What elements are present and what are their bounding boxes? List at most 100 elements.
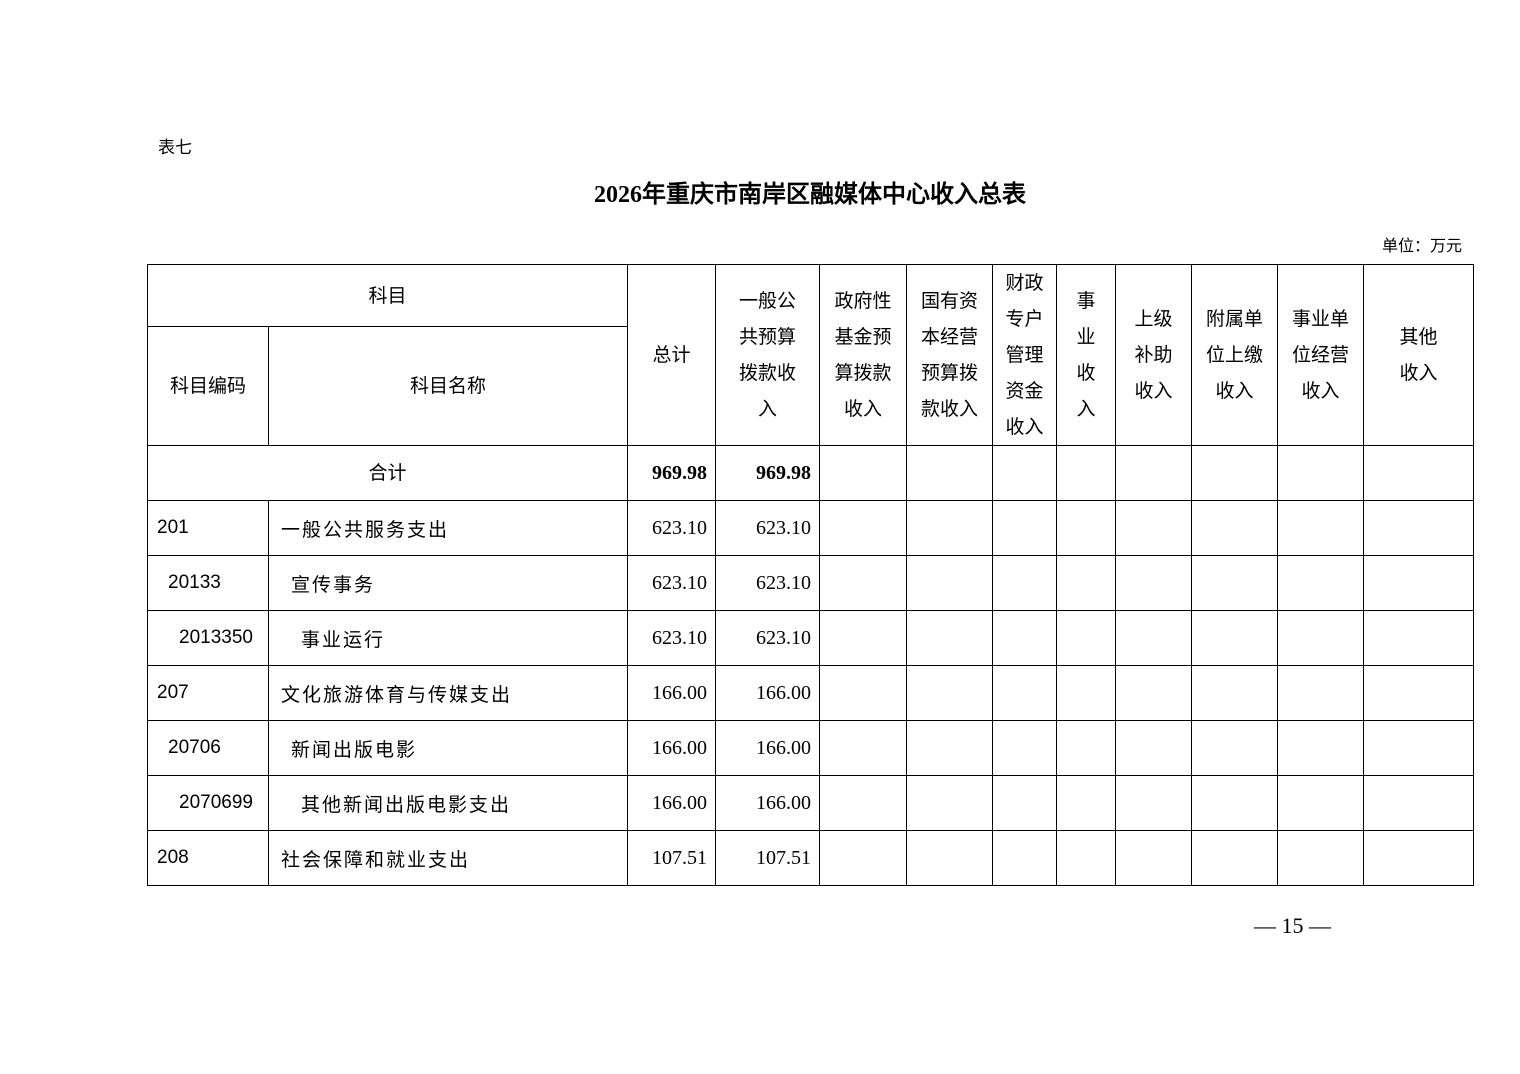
empty-cell bbox=[1363, 555, 1474, 611]
table-row: 208 社会保障和就业支出 107.51 107.51 bbox=[147, 830, 1474, 886]
empty-cell bbox=[906, 610, 993, 666]
empty-cell bbox=[819, 500, 907, 556]
empty-cell bbox=[819, 720, 907, 776]
empty-cell bbox=[906, 555, 993, 611]
header-col: 一般公 共预算 拨款收 入 bbox=[715, 264, 820, 446]
total-cell: 623.10 bbox=[627, 610, 716, 666]
empty-cell bbox=[819, 665, 907, 721]
general-budget-cell: 166.00 bbox=[715, 665, 820, 721]
general-budget-cell: 166.00 bbox=[715, 720, 820, 776]
header-name: 科目名称 bbox=[268, 326, 628, 446]
empty-cell bbox=[1191, 830, 1278, 886]
subject-name: 新闻出版电影 bbox=[268, 720, 628, 776]
empty-cell bbox=[1115, 555, 1192, 611]
page-number: — 15 — bbox=[1254, 913, 1331, 938]
general-budget-cell: 107.51 bbox=[715, 830, 820, 886]
total-label: 合计 bbox=[147, 445, 628, 501]
total-cell: 166.00 bbox=[627, 775, 716, 831]
empty-cell bbox=[1191, 720, 1278, 776]
general-budget-cell: 166.00 bbox=[715, 775, 820, 831]
empty-cell bbox=[819, 775, 907, 831]
subject-code: 201 bbox=[147, 500, 269, 556]
empty-cell bbox=[1277, 775, 1364, 831]
header-col: 政府性 基金预 算拨款 收入 bbox=[819, 264, 907, 446]
empty-cell bbox=[1056, 720, 1116, 776]
empty-cell bbox=[1191, 500, 1278, 556]
subject-name: 宣传事务 bbox=[268, 555, 628, 611]
empty-cell bbox=[992, 555, 1057, 611]
empty-cell bbox=[819, 610, 907, 666]
empty-cell bbox=[992, 830, 1057, 886]
total-cell: 166.00 bbox=[627, 720, 716, 776]
empty-cell bbox=[906, 775, 993, 831]
table-row: 20706 新闻出版电影 166.00 166.00 bbox=[147, 720, 1474, 776]
subject-code: 2070699 bbox=[147, 775, 269, 831]
total-general-value: 969.98 bbox=[715, 445, 820, 501]
subject-code: 20706 bbox=[147, 720, 269, 776]
subject-name: 文化旅游体育与传媒支出 bbox=[268, 665, 628, 721]
empty-cell bbox=[1277, 500, 1364, 556]
empty-cell bbox=[1056, 555, 1116, 611]
empty-cell bbox=[1056, 610, 1116, 666]
table-row: 2070699 其他新闻出版电影支出 166.00 166.00 bbox=[147, 775, 1474, 831]
header-col: 上级 补助 收入 bbox=[1115, 264, 1192, 446]
empty-cell bbox=[992, 665, 1057, 721]
total-cell: 166.00 bbox=[627, 665, 716, 721]
header-subject: 科目 bbox=[147, 263, 628, 328]
header-code: 科目编码 bbox=[147, 326, 269, 446]
total-cell: 107.51 bbox=[627, 830, 716, 886]
total-cell: 623.10 bbox=[627, 555, 716, 611]
empty-cell bbox=[1115, 665, 1192, 721]
header-total: 总计 bbox=[627, 264, 716, 446]
empty-cell bbox=[992, 610, 1057, 666]
subject-code: 2013350 bbox=[147, 610, 269, 666]
empty-cell bbox=[1191, 555, 1278, 611]
empty-cell bbox=[1363, 665, 1474, 721]
empty-cell bbox=[1115, 610, 1192, 666]
empty-cell bbox=[1115, 720, 1192, 776]
empty-cell bbox=[1363, 720, 1474, 776]
header-col: 其他 收入 bbox=[1363, 264, 1474, 446]
income-table: 科目 总计 一般公 共预算 拨款收 入 政府性 基金预 算拨款 收入 国有资 本… bbox=[147, 263, 1474, 886]
empty-cell bbox=[1056, 830, 1116, 886]
header-col: 事 业 收 入 bbox=[1056, 264, 1116, 446]
table-row: 20133 宣传事务 623.10 623.10 bbox=[147, 555, 1474, 611]
empty-cell bbox=[1115, 775, 1192, 831]
total-row: 合计 969.98 969.98 bbox=[147, 445, 1474, 501]
empty-cell bbox=[1277, 830, 1364, 886]
header-col: 附属单 位上缴 收入 bbox=[1191, 264, 1278, 446]
empty-cell bbox=[1363, 775, 1474, 831]
subject-name: 其他新闻出版电影支出 bbox=[268, 775, 628, 831]
general-budget-cell: 623.10 bbox=[715, 555, 820, 611]
subject-name: 事业运行 bbox=[268, 610, 628, 666]
empty-cell bbox=[1191, 775, 1278, 831]
empty-cell bbox=[1363, 830, 1474, 886]
empty-cell bbox=[819, 555, 907, 611]
empty-cell bbox=[1191, 610, 1278, 666]
empty-cell bbox=[992, 720, 1057, 776]
unit-label: 单位：万元 bbox=[1381, 238, 1462, 255]
total-cell: 623.10 bbox=[627, 500, 716, 556]
empty-cell bbox=[1363, 500, 1474, 556]
empty-cell bbox=[1277, 720, 1364, 776]
subject-code: 20133 bbox=[147, 555, 269, 611]
empty-cell bbox=[1277, 665, 1364, 721]
empty-cell bbox=[1056, 665, 1116, 721]
subject-code: 207 bbox=[147, 665, 269, 721]
subject-name: 一般公共服务支出 bbox=[268, 500, 628, 556]
empty-cell bbox=[992, 500, 1057, 556]
header-col: 财政 专户 管理 资金 收入 bbox=[992, 264, 1057, 446]
empty-cell bbox=[1115, 830, 1192, 886]
header-col: 国有资 本经营 预算拨 款收入 bbox=[906, 264, 993, 446]
empty-cell bbox=[906, 830, 993, 886]
empty-cell bbox=[1277, 610, 1364, 666]
general-budget-cell: 623.10 bbox=[715, 610, 820, 666]
empty-cell bbox=[992, 775, 1057, 831]
subject-code: 208 bbox=[147, 830, 269, 886]
table-label: 表七 bbox=[158, 138, 192, 157]
page-title: 2026年重庆市南岸区融媒体中心收入总表 bbox=[594, 182, 1026, 208]
table-row: 201 一般公共服务支出 623.10 623.10 bbox=[147, 500, 1474, 556]
table-row: 2013350 事业运行 623.10 623.10 bbox=[147, 610, 1474, 666]
empty-cell bbox=[906, 720, 993, 776]
total-value: 969.98 bbox=[627, 445, 716, 501]
